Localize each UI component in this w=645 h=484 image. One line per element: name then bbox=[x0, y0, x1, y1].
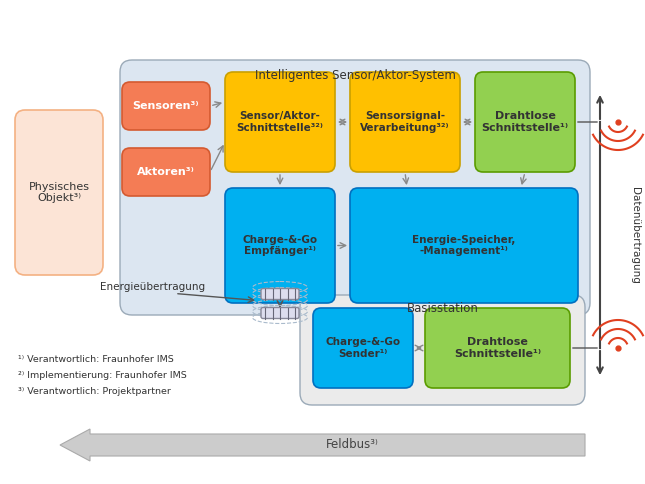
FancyBboxPatch shape bbox=[225, 188, 335, 303]
FancyBboxPatch shape bbox=[261, 288, 299, 300]
FancyBboxPatch shape bbox=[15, 110, 103, 275]
Text: Sensoren³⁾: Sensoren³⁾ bbox=[133, 101, 199, 111]
FancyBboxPatch shape bbox=[350, 72, 460, 172]
Text: Datenübertragung: Datenübertragung bbox=[630, 186, 640, 284]
Text: ¹⁾ Verantwortlich: Fraunhofer IMS: ¹⁾ Verantwortlich: Fraunhofer IMS bbox=[18, 356, 174, 364]
Text: Basisstation: Basisstation bbox=[406, 302, 479, 316]
FancyBboxPatch shape bbox=[122, 82, 210, 130]
Text: Physisches
Objekt³⁾: Physisches Objekt³⁾ bbox=[28, 182, 90, 203]
FancyArrow shape bbox=[60, 429, 585, 461]
FancyBboxPatch shape bbox=[475, 72, 575, 172]
FancyBboxPatch shape bbox=[425, 308, 570, 388]
Text: Sensor/Aktor-
Schnittstelle³²⁾: Sensor/Aktor- Schnittstelle³²⁾ bbox=[237, 111, 324, 133]
Text: ²⁾ Implementierung: Fraunhofer IMS: ²⁾ Implementierung: Fraunhofer IMS bbox=[18, 372, 187, 380]
FancyBboxPatch shape bbox=[261, 307, 299, 318]
Text: Sensorsignal-
Verarbeitung³²⁾: Sensorsignal- Verarbeitung³²⁾ bbox=[360, 111, 450, 133]
Text: Feldbus³⁾: Feldbus³⁾ bbox=[326, 439, 379, 452]
Text: Intelligentes Sensor/Aktor-System: Intelligentes Sensor/Aktor-System bbox=[255, 70, 455, 82]
FancyBboxPatch shape bbox=[122, 148, 210, 196]
Text: Charge-&-Go
Empfänger¹⁾: Charge-&-Go Empfänger¹⁾ bbox=[243, 235, 317, 257]
FancyBboxPatch shape bbox=[225, 72, 335, 172]
FancyBboxPatch shape bbox=[313, 308, 413, 388]
Text: Energie-Speicher,
-Management¹⁾: Energie-Speicher, -Management¹⁾ bbox=[412, 235, 516, 257]
Text: Drahtlose
Schnittstelle¹⁾: Drahtlose Schnittstelle¹⁾ bbox=[454, 337, 541, 359]
Text: ³⁾ Verantwortlich: Projektpartner: ³⁾ Verantwortlich: Projektpartner bbox=[18, 388, 171, 396]
Text: Charge-&-Go
Sender¹⁾: Charge-&-Go Sender¹⁾ bbox=[326, 337, 401, 359]
FancyBboxPatch shape bbox=[120, 60, 590, 315]
FancyBboxPatch shape bbox=[300, 295, 585, 405]
FancyBboxPatch shape bbox=[350, 188, 578, 303]
Text: Energieübertragung: Energieübertragung bbox=[100, 283, 205, 292]
Text: Drahtlose
Schnittstelle¹⁾: Drahtlose Schnittstelle¹⁾ bbox=[481, 111, 568, 133]
Text: Aktoren³⁾: Aktoren³⁾ bbox=[137, 167, 195, 177]
